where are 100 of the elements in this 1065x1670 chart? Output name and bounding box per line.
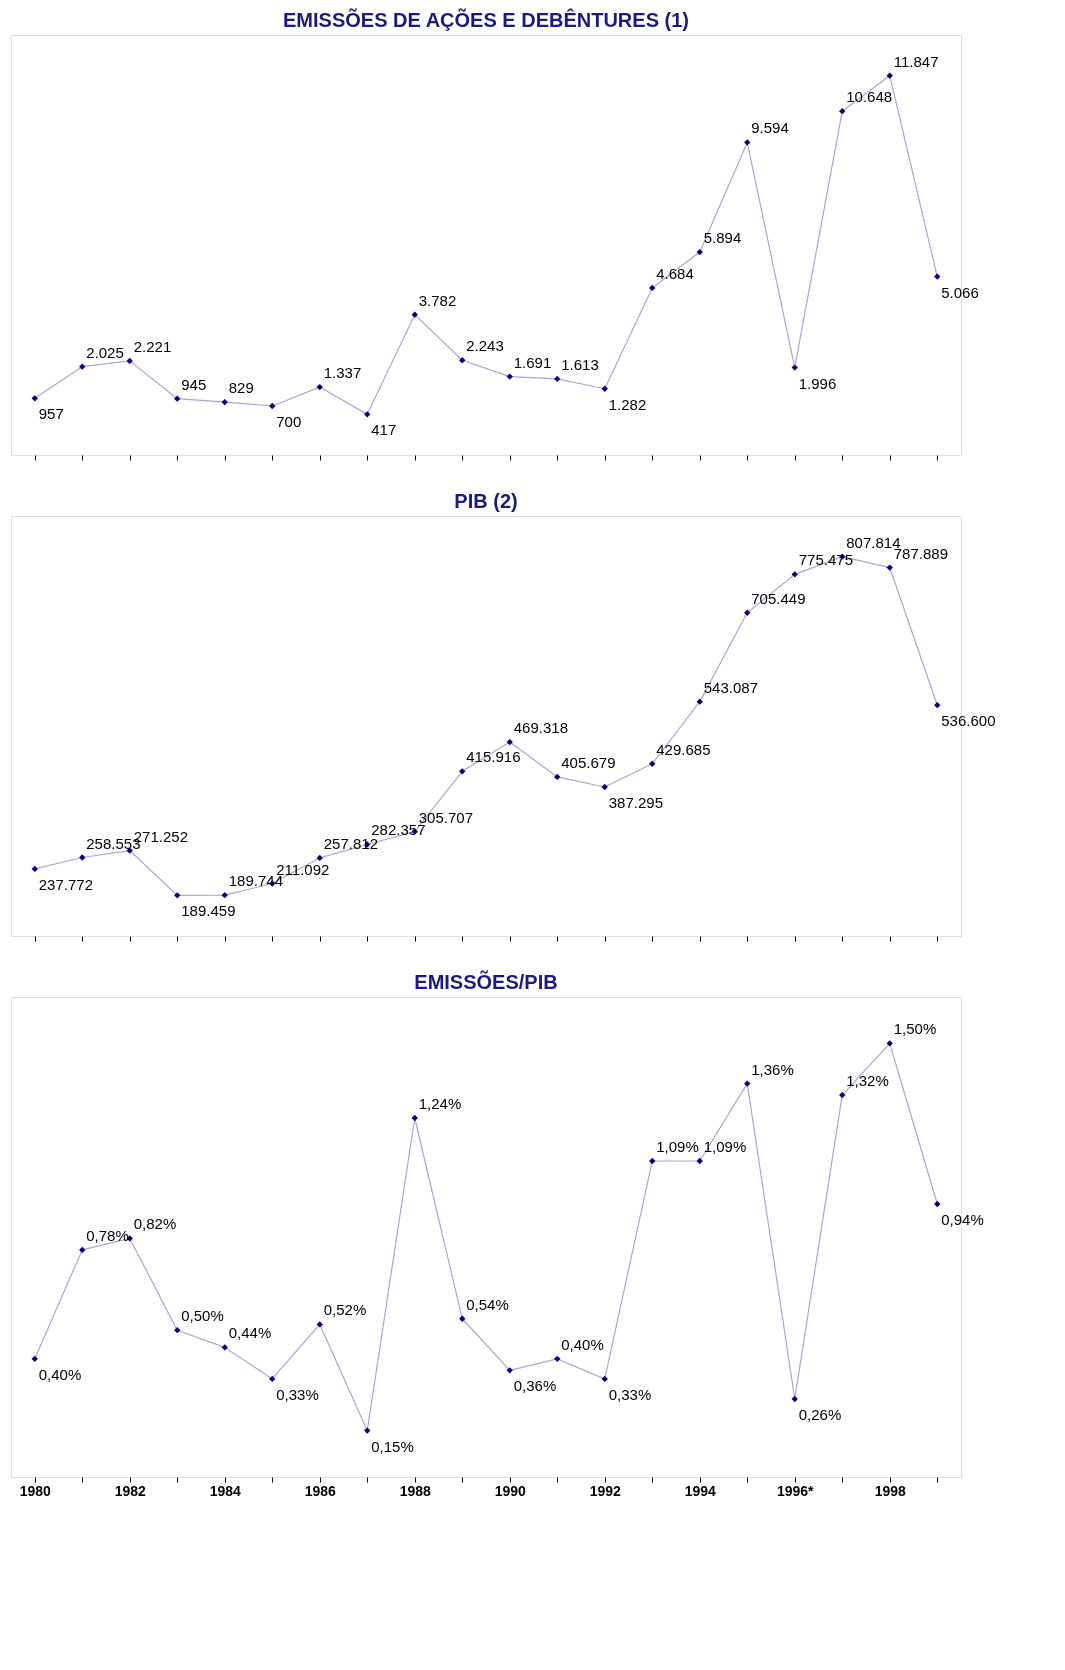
- point: [221, 1344, 228, 1351]
- point: [221, 398, 228, 406]
- data-label: 957: [38, 405, 64, 423]
- point: [886, 564, 893, 571]
- data-label: 0,54%: [466, 1295, 509, 1313]
- point: [601, 1375, 608, 1383]
- data-label: 237.772: [38, 875, 93, 893]
- data-label: 189.459: [181, 902, 236, 920]
- data-label: 11.847: [893, 52, 939, 70]
- data-label: 5.894: [703, 229, 742, 247]
- data-label: 1,50%: [893, 1020, 937, 1038]
- point: [554, 375, 561, 383]
- point: [506, 1367, 513, 1374]
- data-label: 1,24%: [418, 1095, 462, 1112]
- point: [364, 1427, 371, 1434]
- data-label: 429.685: [656, 740, 711, 758]
- data-label: 257.812: [323, 834, 378, 852]
- x-tick-label: 1982: [114, 1482, 147, 1499]
- point: [554, 1355, 561, 1363]
- data-label: 536.600: [941, 712, 996, 730]
- data-label: 305.707: [418, 808, 473, 826]
- point: [316, 1321, 323, 1328]
- point: [601, 783, 608, 791]
- x-tick-label: 1996*: [776, 1482, 815, 1499]
- data-label: 1,09%: [703, 1138, 747, 1156]
- data-label: 2.025: [86, 343, 124, 361]
- data-label: 775.475: [798, 551, 853, 569]
- point: [31, 865, 38, 873]
- data-label: 0,40%: [38, 1365, 82, 1383]
- data-label: 543.087: [703, 678, 758, 696]
- point: [316, 383, 323, 391]
- point: [364, 411, 371, 418]
- point: [459, 768, 466, 775]
- data-label: 0,52%: [323, 1301, 367, 1319]
- point: [839, 108, 846, 115]
- data-label: 0,33%: [276, 1385, 319, 1403]
- data-label: 5.066: [941, 283, 979, 301]
- x-tick-label: 1980: [19, 1482, 52, 1499]
- data-label: 0,82%: [133, 1215, 177, 1233]
- point: [744, 1080, 751, 1087]
- point: [459, 357, 466, 364]
- data-label: 1.282: [608, 395, 647, 413]
- data-label: 0,44%: [228, 1324, 272, 1342]
- data-label: 405.679: [561, 753, 616, 771]
- point: [791, 1395, 798, 1403]
- point: [696, 1157, 703, 1165]
- x-tick-label: 1988: [399, 1482, 432, 1499]
- point: [696, 698, 703, 705]
- point: [126, 357, 133, 365]
- data-label: 3.782: [418, 291, 457, 309]
- data-label: 829: [228, 379, 254, 397]
- x-tick-label: 1994: [684, 1482, 717, 1499]
- point: [506, 738, 513, 746]
- data-label: 1,32%: [846, 1072, 889, 1090]
- point: [31, 1355, 38, 1363]
- point: [601, 385, 608, 392]
- point: [174, 1327, 181, 1334]
- point: [649, 284, 656, 292]
- point: [649, 760, 656, 767]
- data-label: 0,40%: [561, 1335, 604, 1353]
- data-label: 0,15%: [371, 1437, 414, 1455]
- data-label: 387.295: [608, 793, 663, 811]
- data-label: 1,09%: [656, 1138, 699, 1156]
- point: [174, 395, 181, 402]
- point: [79, 1246, 86, 1254]
- data-label: 415.916: [466, 748, 521, 766]
- point: [459, 1315, 466, 1322]
- data-label: 700: [276, 412, 302, 430]
- point: [174, 892, 181, 899]
- point: [316, 854, 323, 862]
- point: [839, 1091, 846, 1099]
- data-label: 1.337: [323, 364, 362, 382]
- point: [506, 373, 513, 380]
- x-tick-label: 1984: [209, 1482, 242, 1499]
- x-tick-label: 1992: [589, 1482, 622, 1499]
- point: [791, 364, 798, 371]
- data-label: 2.243: [466, 337, 504, 355]
- point: [79, 854, 86, 861]
- point: [31, 395, 38, 402]
- data-label: 417: [371, 421, 397, 439]
- data-label: 0,94%: [941, 1211, 984, 1229]
- data-label: 945: [181, 375, 207, 393]
- point: [221, 892, 228, 899]
- data-label: 1.996: [798, 374, 837, 392]
- point: [934, 1200, 941, 1208]
- point: [411, 311, 418, 318]
- data-label: 0,33%: [608, 1385, 652, 1403]
- x-tick-label: 1998: [874, 1482, 907, 1499]
- data-label: 0,78%: [86, 1226, 129, 1244]
- data-label: 469.318: [513, 719, 568, 737]
- point: [791, 571, 798, 578]
- data-label: 0,50%: [181, 1307, 224, 1325]
- x-tick-label: 1990: [494, 1482, 527, 1499]
- data-label: 4.684: [656, 264, 694, 282]
- data-label: 1,36%: [751, 1060, 794, 1078]
- point: [269, 402, 276, 410]
- chart-title: PIB (2): [454, 490, 518, 512]
- point: [649, 1157, 656, 1165]
- point: [554, 773, 561, 781]
- data-label: 2.221: [133, 337, 172, 355]
